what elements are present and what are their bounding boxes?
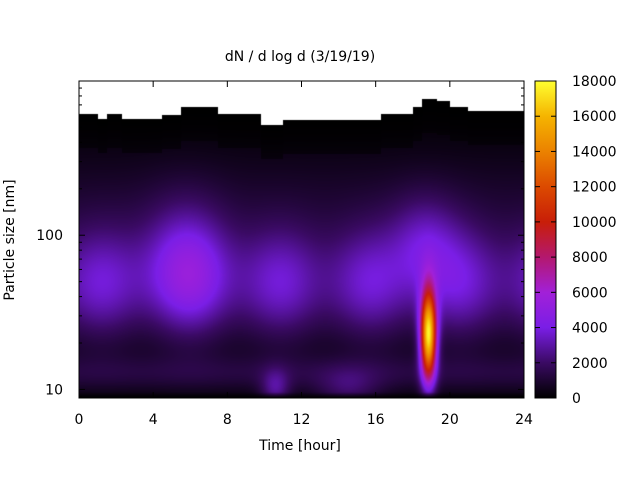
y-tick-label: 10 (45, 382, 63, 398)
colorbar-tick-label: 14000 (572, 144, 617, 160)
chart-title: dN / d log d (3/19/19) (225, 49, 375, 65)
colorbar: 0 2000 4000 6000 8000 10000 12000 14000 16000 180… (534, 74, 617, 407)
x-tick-label: 8 (223, 412, 232, 428)
colorbar-tick-label: 16000 (572, 109, 617, 125)
colorbar-tick-label: 2000 (572, 356, 608, 372)
x-tick-label: 20 (441, 412, 459, 428)
x-tick-label: 12 (293, 412, 311, 428)
x-tick-label: 16 (367, 412, 385, 428)
colorbar-tick-label: 10000 (572, 215, 617, 231)
colorbar-tick-label: 4000 (572, 321, 608, 337)
x-axis-title: Time [hour] (258, 438, 341, 454)
colorbar-tick-label: 12000 (572, 180, 617, 196)
x-tick-label: 0 (75, 412, 84, 428)
plot-area (79, 81, 524, 398)
x-tick-label: 4 (149, 412, 158, 428)
x-axis: 0 4 8 12 16 20 24 (75, 81, 533, 428)
x-tick-label: 24 (515, 412, 533, 428)
colorbar-tick-label: 0 (572, 391, 581, 407)
y-axis: 10 100 (36, 87, 524, 398)
colorbar-tick-label: 8000 (572, 250, 608, 266)
colorbar-tick-label: 6000 (572, 285, 608, 301)
y-tick-label: 100 (36, 228, 63, 244)
heatmap-image (79, 81, 524, 398)
colorbar-gradient (534, 80, 557, 399)
colorbar-tick-label: 18000 (572, 74, 617, 90)
y-axis-title: Particle size [nm] (2, 179, 18, 300)
